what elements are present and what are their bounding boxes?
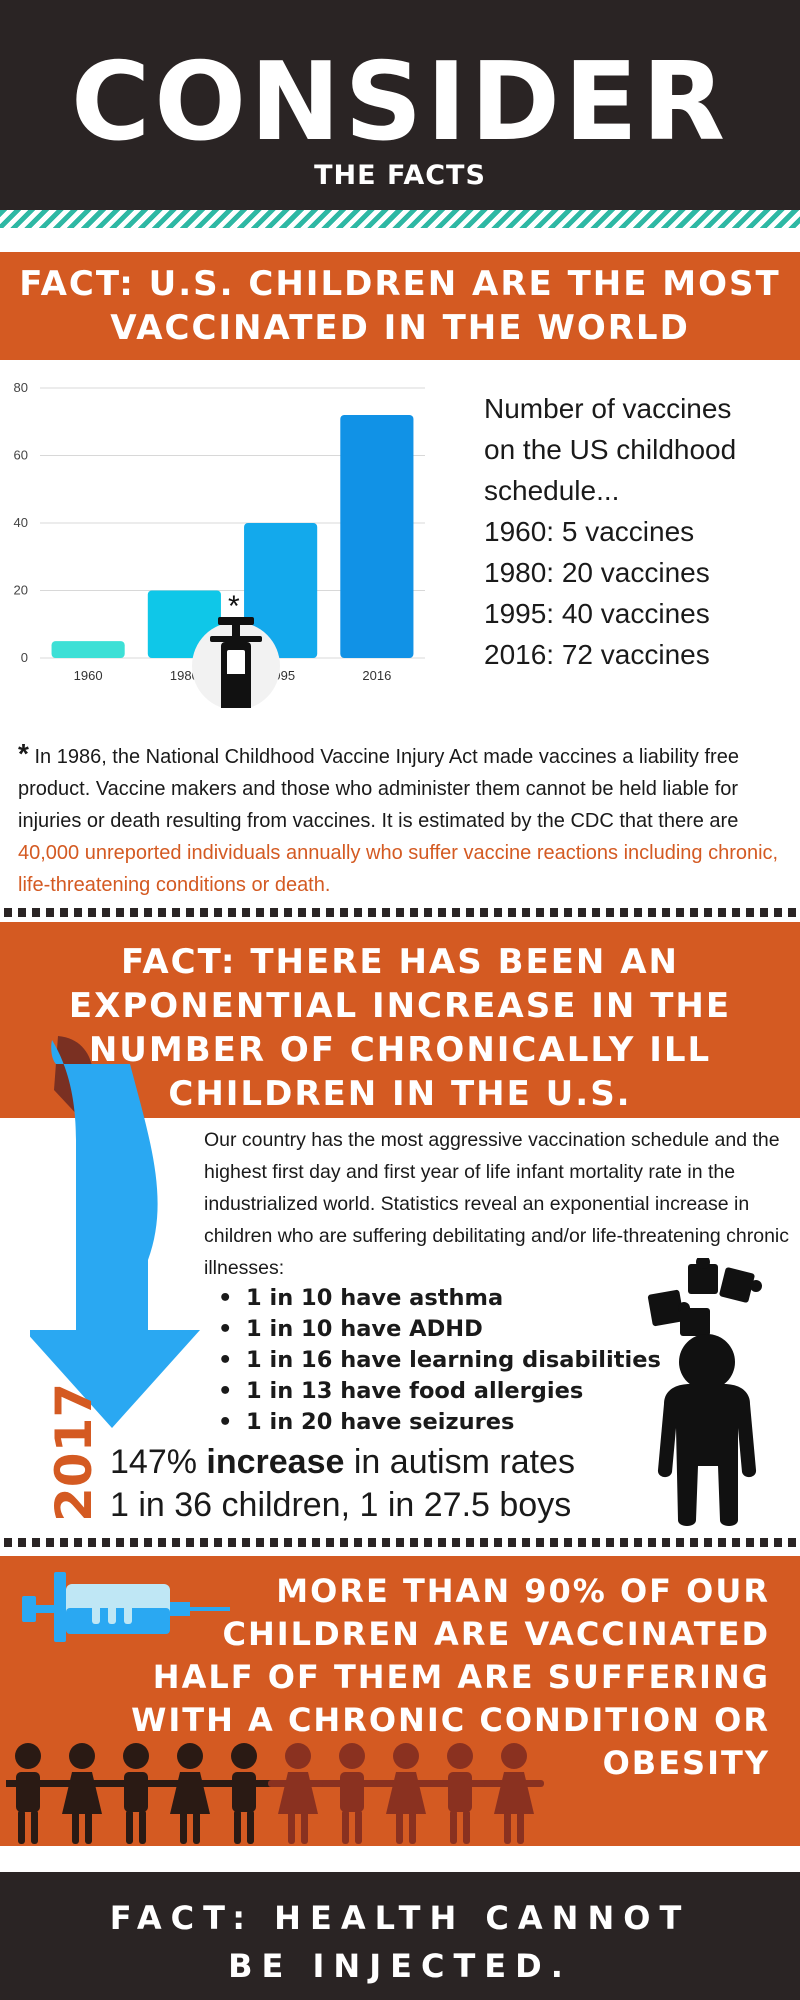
child-figure-icon [376,1743,436,1844]
footnote: * In 1986, the National Childhood Vaccin… [18,738,798,901]
child-figure-icon [214,1743,274,1844]
fact1-heading-line1: FACT: U.S. CHILDREN ARE THE MOST [19,264,781,304]
fact3-line: WITH A CHRONIC CONDITION OR [131,1701,770,1739]
puzzle-icon [647,1258,762,1336]
footer-statement: FACT: HEALTH CANNOT BE INJECTED. [0,1894,800,1990]
stat-item: • 1 in 13 have food allergies [218,1376,678,1407]
y-tick-label: 40 [14,515,28,530]
bullet: • [218,1347,233,1373]
header-stripe [0,210,800,228]
fact3-line: OBESITY [602,1744,770,1782]
down-arrow-icon [30,1036,200,1428]
autism-stat-line1: 147% increase in autism rates [110,1443,575,1482]
caption-line: on the US childhood [484,434,737,465]
bar-1960 [51,641,125,658]
caption-line: 1980: 20 vaccines [484,557,710,588]
caption-line: 1960: 5 vaccines [484,516,695,547]
y-tick-label: 0 [21,650,28,665]
chart-x-ticks: 1960 1980 1995 2016 [74,668,392,683]
stat-text: 1 in 10 have asthma [246,1285,504,1311]
stat-text: 1 in 16 have learning disabilities [246,1347,661,1373]
caption-line: 1995: 40 vaccines [484,598,710,629]
caption-line: Number of vaccines [484,393,732,424]
dashed-divider [4,908,796,917]
fact1-banner: FACT: U.S. CHILDREN ARE THE MOST VACCINA… [0,252,800,360]
chart-y-ticks: 0 20 40 60 80 [14,380,28,665]
fact2-heading-line: EXPONENTIAL INCREASE IN THE [68,986,732,1026]
syringe-icon [22,1572,230,1642]
caption-line: schedule... [484,475,620,506]
stat-item: • 1 in 10 have ADHD [218,1314,678,1345]
child-figure-icon [322,1743,382,1844]
y-tick-label: 80 [14,380,28,395]
header-title: CONSIDER [70,40,729,165]
footnote-asterisk: * [18,738,29,769]
child-puzzle-icon [647,1258,762,1526]
stat-item: • 1 in 16 have learning disabilities [218,1345,678,1376]
fact1-heading: FACT: U.S. CHILDREN ARE THE MOST VACCINA… [0,262,800,350]
y-tick-label: 20 [14,583,28,598]
stat-text: 1 in 13 have food allergies [246,1378,584,1404]
stat-item: • 1 in 20 have seizures [218,1407,678,1438]
autism-rest: in autism rates [353,1443,575,1481]
autism-stat-line2: 1 in 36 children, 1 in 27.5 boys [110,1486,572,1524]
stats-list: • 1 in 10 have asthma • 1 in 10 have ADHD … [218,1283,678,1438]
caption-line: 2016: 72 vaccines [484,639,710,670]
child-figure-icon [106,1743,166,1844]
vaccine-bar-chart: 0 20 40 60 80 1960 1980 1995 2016 * [0,368,440,740]
chart-caption: Number of vaccines on the US childhood s… [484,388,794,675]
bar-2016 [340,415,414,658]
fact3-line: HALF OF THEM ARE SUFFERING [152,1658,770,1696]
fact3-statement: MORE THAN 90% OF OUR CHILDREN ARE VACCIN… [50,1570,770,1785]
y-tick-label: 60 [14,448,28,463]
footer-line2: BE INJECTED. [228,1947,572,1985]
syringe-icon [192,617,280,740]
stat-item: • 1 in 10 have asthma [218,1283,678,1314]
footer-line1: FACT: HEALTH CANNOT [109,1899,691,1937]
child-figure-icon [484,1743,544,1844]
child-figure-icon [52,1743,112,1844]
fact1-heading-line2: VACCINATED IN THE WORLD [110,308,690,348]
fact2-heading-line: CHILDREN IN THE U.S. [168,1074,632,1114]
footer: FACT: HEALTH CANNOT BE INJECTED. [0,1872,800,2000]
chart-bars [51,415,414,658]
footnote-text: In 1986, the National Childhood Vaccine … [18,746,739,832]
fact3-line: CHILDREN ARE VACCINATED [222,1615,770,1653]
x-tick-label: 2016 [362,668,391,683]
bar-1995 [244,523,318,658]
child-figure-icon [160,1743,220,1844]
stat-text: 1 in 10 have ADHD [246,1316,483,1342]
fact2-heading-line: NUMBER OF CHRONICALLY ILL [88,1030,712,1070]
syringe-asterisk: * [228,590,240,623]
dashed-divider [4,1538,796,1547]
footnote-highlight: 40,000 unreported individuals annually w… [18,842,779,896]
x-tick-label: 1980 [170,668,199,683]
fact3-line: MORE THAN 90% OF OUR [276,1572,770,1610]
children-row-icon [6,1743,544,1844]
child-figure-icon [268,1743,328,1844]
x-tick-label: 1960 [74,668,103,683]
fact2-paragraph: Our country has the most aggressive vacc… [204,1129,789,1279]
fact2-heading-line: FACT: THERE HAS BEEN AN [121,942,679,982]
autism-percent: 147% [110,1443,197,1481]
bullet: • [218,1285,233,1311]
year-text: 2017 [45,1382,103,1522]
stat-text: 1 in 20 have seizures [246,1409,515,1435]
child-figure-icon [430,1743,490,1844]
autism-increase-word: increase [206,1443,345,1481]
bullet: • [218,1378,233,1404]
child-figure-icon [6,1743,58,1844]
fact2-heading: FACT: THERE HAS BEEN AN EXPONENTIAL INCR… [0,940,800,1116]
bullet: • [218,1316,233,1342]
bullet: • [218,1409,233,1435]
header: CONSIDER THE FACTS [0,0,800,210]
header-subtitle: THE FACTS [314,160,486,191]
